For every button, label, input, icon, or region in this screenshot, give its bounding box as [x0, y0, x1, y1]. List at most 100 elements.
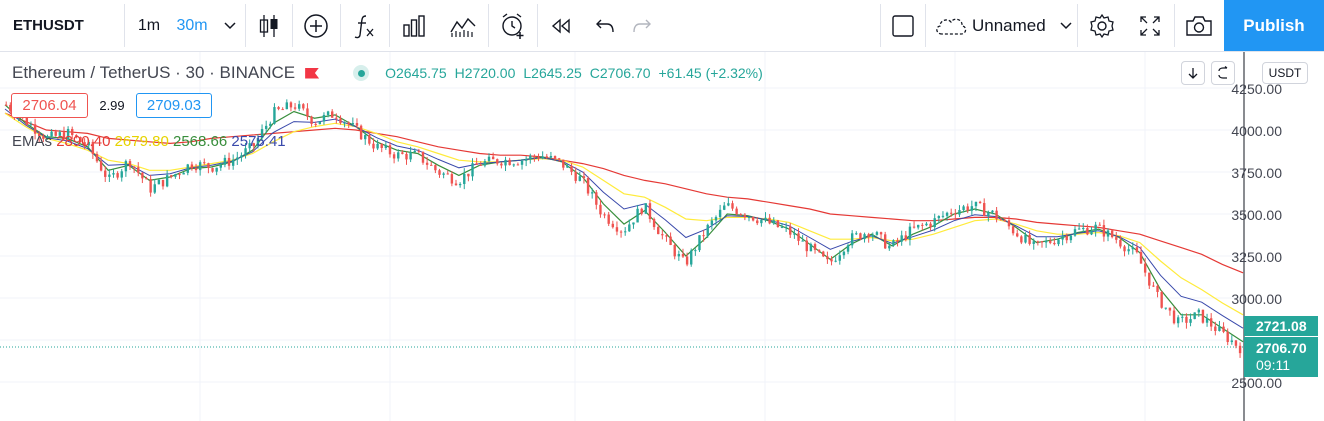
candle-body	[161, 179, 165, 187]
candle-body	[215, 167, 218, 172]
fullscreen-icon[interactable]	[1126, 0, 1174, 51]
candle-body	[735, 208, 738, 215]
alert-clock-icon[interactable]	[489, 0, 537, 51]
candle-body	[669, 236, 672, 246]
candle-body	[1024, 234, 1027, 243]
add-circle-icon[interactable]	[293, 0, 339, 51]
candle-body	[302, 104, 305, 109]
candle-body	[1156, 285, 1159, 292]
y-tick-label: 4000.00	[1231, 123, 1282, 139]
candle-body	[500, 163, 503, 166]
market-status-icon[interactable]	[353, 65, 370, 81]
divider	[124, 4, 125, 47]
replay-icon[interactable]	[538, 0, 584, 51]
candle-body	[974, 201, 978, 207]
candle-body	[941, 215, 945, 217]
candle-body	[760, 219, 763, 224]
ema-lines	[4, 104, 1244, 343]
undo-icon[interactable]	[585, 0, 625, 51]
candle-body	[1094, 224, 1097, 232]
candle-body	[826, 256, 829, 260]
candle-body	[421, 151, 425, 163]
candle-body	[310, 116, 313, 124]
candle-body	[203, 162, 206, 164]
candle-body	[1152, 285, 1155, 287]
divider	[1174, 4, 1175, 47]
camera-icon[interactable]	[1175, 0, 1223, 51]
candle-body	[392, 154, 396, 159]
candle-body	[174, 174, 177, 177]
candle-body	[38, 133, 41, 137]
candle-body	[227, 157, 231, 166]
reset-scale-icon[interactable]	[1211, 61, 1235, 85]
candle-body	[347, 122, 350, 125]
candle-body	[624, 231, 627, 233]
candle-body	[388, 145, 392, 155]
candle-body	[978, 201, 982, 204]
candle-body	[780, 226, 784, 228]
divider	[389, 4, 390, 47]
candle-body	[557, 158, 561, 160]
interval-30m[interactable]: 30m	[176, 16, 208, 34]
scroll-down-button[interactable]	[1181, 61, 1205, 85]
symbol-search[interactable]: ETHUSDT	[13, 17, 84, 34]
compare-icon[interactable]	[438, 0, 488, 51]
gear-icon[interactable]	[1078, 0, 1126, 51]
candle-body	[900, 235, 903, 242]
candle-body	[29, 124, 33, 126]
candle-body	[66, 128, 70, 140]
candle-body	[661, 234, 664, 236]
candle-body	[1106, 230, 1110, 237]
candle-body	[756, 220, 759, 224]
buy-button[interactable]: 2709.03	[136, 93, 212, 118]
open-label: O	[385, 65, 397, 81]
candle-body	[1011, 226, 1015, 234]
ema-line	[4, 112, 1244, 274]
candle-body	[211, 168, 214, 172]
layout-selector[interactable]: Unnamed	[926, 0, 1077, 51]
candle-body	[1176, 317, 1180, 324]
square-icon[interactable]	[881, 0, 925, 51]
bar-chart-icon[interactable]	[390, 0, 438, 51]
divider	[1077, 4, 1078, 47]
candle-body	[248, 143, 251, 149]
candle-body	[586, 178, 590, 194]
divider	[245, 4, 246, 47]
candle-body	[1073, 229, 1077, 236]
candle-body	[574, 171, 577, 181]
candle-body	[665, 235, 668, 237]
candles-icon[interactable]	[246, 0, 292, 51]
publish-button[interactable]: Publish	[1224, 0, 1324, 51]
candle-body	[434, 165, 437, 171]
candle-body	[867, 234, 870, 238]
candle-body	[529, 155, 532, 160]
candle-body	[1222, 326, 1225, 332]
candle-body	[512, 164, 515, 166]
divider	[292, 4, 293, 47]
candle-body	[999, 219, 1002, 221]
y-tick-label: 2500.00	[1231, 375, 1282, 391]
interval-1m[interactable]: 1m	[137, 16, 161, 34]
candle-body	[776, 220, 780, 228]
chevron-down-icon[interactable]	[216, 0, 244, 51]
candle-body	[987, 212, 990, 216]
candle-body	[198, 162, 202, 171]
sell-button[interactable]: 2706.04	[11, 93, 88, 118]
indicators-fx-icon[interactable]	[341, 0, 389, 51]
candle-body	[405, 153, 408, 160]
candle-body	[863, 234, 866, 240]
candle-body	[132, 166, 136, 168]
candle-body	[108, 174, 111, 177]
candle-body	[1201, 309, 1205, 323]
redo-icon[interactable]	[625, 0, 659, 51]
candle-body	[677, 254, 681, 257]
candle-body	[409, 152, 412, 160]
candle-body	[520, 160, 524, 165]
price-chart[interactable]	[0, 52, 1324, 421]
y-tick-label: 3250.00	[1231, 249, 1282, 265]
high-value: 2720.00	[464, 65, 516, 81]
currency-button[interactable]: USDT	[1262, 62, 1308, 84]
flag-icon[interactable]	[305, 67, 320, 79]
candle-body	[991, 210, 994, 213]
candle-body	[178, 174, 181, 176]
